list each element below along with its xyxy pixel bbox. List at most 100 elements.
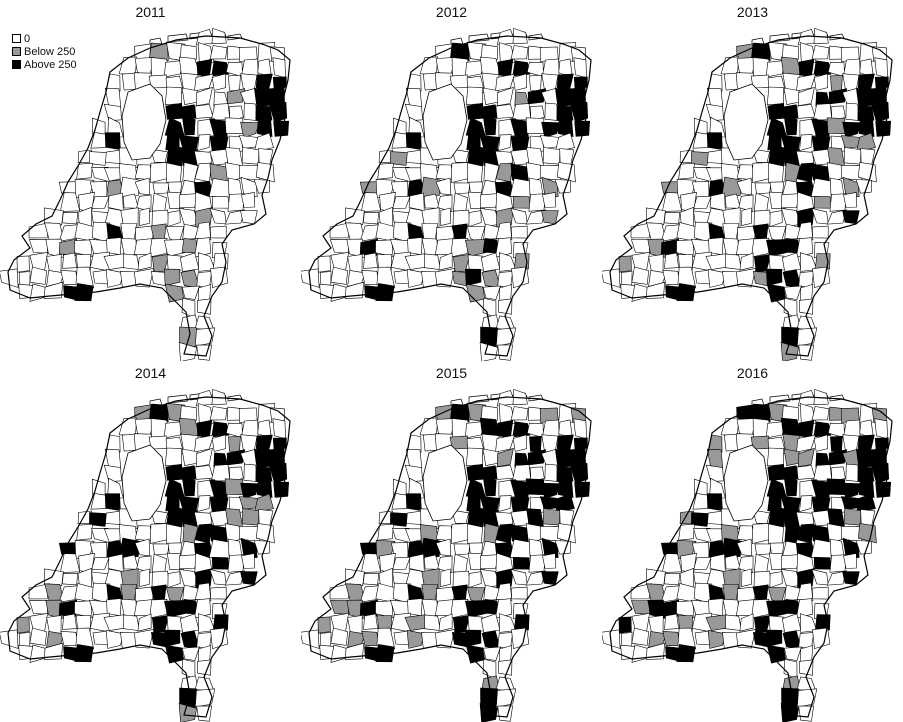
municipality [766,86,784,106]
municipality [811,45,830,60]
municipality [210,627,229,649]
municipality [181,448,198,466]
municipality [783,658,798,680]
municipality [163,268,181,286]
municipality [194,465,214,480]
municipality [796,73,816,92]
municipality [28,600,49,615]
country-outline [308,396,592,718]
municipality [767,507,785,529]
municipality [420,537,442,559]
municipality [530,105,545,122]
municipality [152,543,170,556]
municipality [528,538,544,557]
legend-swatch [12,34,21,43]
municipality [438,613,453,632]
municipality [58,238,77,256]
municipality [799,495,813,513]
country-outline [7,35,291,357]
municipality [165,146,183,168]
municipality [705,464,724,483]
municipality [228,74,241,92]
municipality [344,281,364,299]
municipality [826,117,846,135]
netherlands-map [0,388,291,722]
municipality [164,239,185,257]
municipality [813,421,832,438]
municipality [179,405,197,421]
municipality [363,613,378,630]
municipality [768,523,784,544]
municipality [767,146,785,168]
municipality [435,164,455,181]
municipality [376,266,396,289]
municipality [482,87,499,105]
municipality [482,448,499,466]
municipality [780,495,802,512]
municipality [556,434,574,454]
municipality [89,151,109,166]
municipality [796,598,814,619]
municipality [874,57,888,79]
municipality [483,478,497,497]
municipality [166,162,182,183]
municipality [91,556,110,570]
municipality [228,435,241,453]
municipality [329,600,350,615]
municipality [181,87,198,105]
municipality [211,195,230,209]
municipality [768,615,785,633]
municipality [360,553,382,573]
municipality [739,252,754,271]
municipality [780,702,800,722]
municipality [829,177,845,196]
municipality [813,556,832,570]
municipality [59,553,81,573]
municipality [783,297,798,319]
municipality [811,118,830,138]
municipality [406,629,426,649]
netherlands-map [602,388,893,722]
municipality [404,103,423,122]
municipality [468,210,482,228]
municipality [662,269,681,285]
municipality [440,207,451,226]
lake [422,83,468,161]
municipality [151,192,167,213]
municipality [509,177,531,198]
municipality [646,207,666,226]
municipality [663,211,681,225]
municipality [466,463,485,481]
municipality [512,27,528,45]
municipality [76,523,93,541]
municipality [164,86,182,106]
municipality [74,283,94,302]
municipality [136,555,152,574]
municipality [330,266,349,285]
municipality [181,598,198,615]
municipality [182,478,196,497]
map-panel-2015: 2015 [301,361,602,722]
municipality [870,462,890,484]
map-panel-2012: 2012 [301,0,602,361]
municipality [194,434,214,453]
municipality [510,406,529,421]
municipality [272,57,286,79]
municipality [784,117,798,136]
legend-item-below-250: Below 250 [12,45,77,58]
municipality [781,554,802,570]
municipality [811,406,830,421]
municipality [211,434,226,452]
municipality [452,553,468,574]
municipality [510,586,528,600]
municipality [224,209,246,225]
municipality [693,195,712,209]
municipality [197,495,211,513]
municipality [842,176,860,197]
municipality [874,437,889,451]
municipality [76,162,93,180]
municipality [813,60,832,77]
municipality [28,239,49,254]
municipality [831,105,846,122]
municipality [736,164,756,181]
